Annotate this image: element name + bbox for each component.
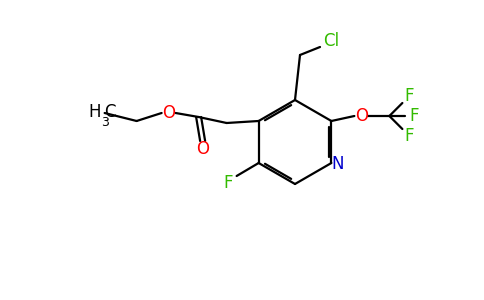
Text: N: N [331, 155, 344, 173]
Text: F: F [405, 87, 414, 105]
Text: Cl: Cl [323, 32, 339, 50]
Text: O: O [196, 140, 209, 158]
Text: F: F [409, 107, 419, 125]
Text: C: C [104, 103, 115, 121]
Text: H: H [88, 103, 101, 121]
Text: 3: 3 [101, 116, 108, 129]
Text: F: F [223, 174, 232, 192]
Text: O: O [355, 107, 368, 125]
Text: O: O [162, 104, 175, 122]
Text: F: F [405, 127, 414, 145]
